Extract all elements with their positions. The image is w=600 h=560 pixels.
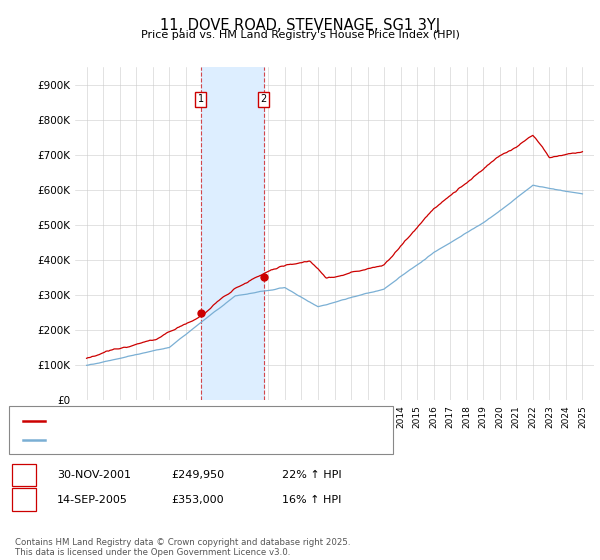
Text: £353,000: £353,000 (171, 494, 224, 505)
Text: £249,950: £249,950 (171, 470, 224, 480)
Text: Contains HM Land Registry data © Crown copyright and database right 2025.
This d: Contains HM Land Registry data © Crown c… (15, 538, 350, 557)
Text: 11, DOVE ROAD, STEVENAGE, SG1 3YJ: 11, DOVE ROAD, STEVENAGE, SG1 3YJ (160, 18, 440, 33)
Text: 11, DOVE ROAD, STEVENAGE, SG1 3YJ (detached house): 11, DOVE ROAD, STEVENAGE, SG1 3YJ (detac… (50, 416, 332, 426)
Text: 1: 1 (20, 470, 28, 480)
Text: 2: 2 (260, 94, 267, 104)
Text: 1: 1 (198, 94, 204, 104)
Text: 14-SEP-2005: 14-SEP-2005 (57, 494, 128, 505)
Text: 30-NOV-2001: 30-NOV-2001 (57, 470, 131, 480)
Text: Price paid vs. HM Land Registry's House Price Index (HPI): Price paid vs. HM Land Registry's House … (140, 30, 460, 40)
Text: HPI: Average price, detached house, Stevenage: HPI: Average price, detached house, Stev… (50, 435, 287, 445)
Text: 22% ↑ HPI: 22% ↑ HPI (282, 470, 341, 480)
Text: 2: 2 (20, 494, 28, 505)
Text: 16% ↑ HPI: 16% ↑ HPI (282, 494, 341, 505)
Bar (201, 67, 263, 400)
